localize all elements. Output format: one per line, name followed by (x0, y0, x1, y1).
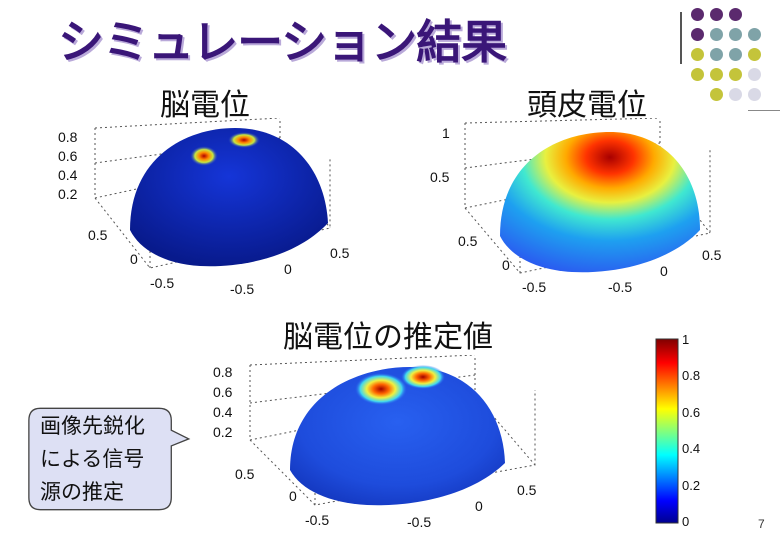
hot-spot (228, 132, 260, 148)
colorbar-tick: 0.8 (682, 368, 701, 383)
decor-dot (710, 8, 723, 21)
z-tick: 0.2 (213, 424, 233, 440)
z-tick: 0.4 (58, 167, 78, 183)
x-tick: 0 (289, 488, 297, 504)
x-tick: 0.5 (458, 233, 478, 249)
z-tick: 0.4 (213, 404, 233, 420)
y-tick: -0.5 (407, 514, 431, 530)
colorbar-tick: 0.4 (682, 441, 701, 456)
colorbar (655, 338, 679, 524)
callout-text: 画像先鋭化 による信号 源の推定 (40, 410, 145, 509)
title-divider (680, 12, 682, 64)
hemisphere-surface (290, 367, 505, 506)
y-tick: 0 (284, 261, 292, 277)
estimated-brain-potential-plot: 0.8 0.6 0.4 0.2 0.5 0 -0.5 0.5 0 -0.5 (213, 355, 537, 530)
hot-spot (355, 373, 407, 405)
brain-potential-label: 脳電位 (160, 88, 250, 123)
estimated-brain-potential-label: 脳電位の推定値 (283, 320, 493, 355)
z-tick: 0.8 (58, 129, 78, 145)
hot-spot (401, 365, 445, 389)
hot-spot (190, 146, 218, 166)
scalp-potential-plot: 1 0.5 0.5 0 -0.5 0.5 0 -0.5 (430, 118, 722, 295)
y-tick: -0.5 (230, 281, 254, 297)
callout-line: 画像先鋭化 (40, 414, 145, 438)
z-tick: 0.6 (58, 148, 78, 164)
colorbar-tick: 0.2 (682, 478, 701, 493)
scalp-potential-label: 頭皮電位 (527, 88, 647, 123)
decor-dot (729, 28, 742, 41)
x-tick: -0.5 (150, 275, 174, 291)
y-tick: 0.5 (702, 247, 722, 263)
decor-dot (691, 8, 704, 21)
y-tick: -0.5 (608, 279, 632, 295)
hemisphere-surface (500, 132, 700, 273)
colorbar-tick: 0 (682, 514, 690, 529)
x-tick: -0.5 (305, 512, 329, 528)
y-tick: 0 (475, 498, 483, 514)
decor-dot (691, 68, 704, 81)
y-tick: 0.5 (330, 245, 350, 261)
z-tick: 0.2 (58, 186, 78, 202)
colorbar-tick: 0.6 (682, 405, 701, 420)
z-tick: 0.5 (430, 169, 450, 185)
x-tick: 0.5 (235, 466, 255, 482)
decor-dot (710, 48, 723, 61)
hemisphere-surface (130, 128, 328, 267)
x-tick: 0.5 (88, 227, 108, 243)
y-tick: 0 (660, 263, 668, 279)
z-tick: 1 (442, 125, 450, 141)
y-tick: 0.5 (517, 482, 537, 498)
decor-dot (710, 28, 723, 41)
decor-dot (748, 68, 761, 81)
decor-dot (710, 68, 723, 81)
z-tick: 0.6 (213, 384, 233, 400)
x-tick: 0 (130, 251, 138, 267)
callout-bubble (28, 407, 191, 511)
z-tick: 0.8 (213, 364, 233, 380)
slide-title: シミュレーション結果 (58, 15, 507, 69)
decor-dot (729, 88, 742, 101)
decor-dot (748, 48, 761, 61)
brain-potential-plot: 0.8 0.6 0.4 0.2 0.5 0 -0.5 0.5 0 -0.5 (58, 118, 350, 297)
decor-dot (729, 8, 742, 21)
decor-dot (748, 28, 761, 41)
decor-line (748, 110, 780, 111)
decor-dot (729, 48, 742, 61)
decor-dot (748, 88, 761, 101)
decor-dot (710, 88, 723, 101)
page-number: 7 (758, 517, 765, 531)
colorbar-gradient (655, 338, 679, 524)
decor-dot (691, 48, 704, 61)
decor-dot (691, 28, 704, 41)
callout-line: による信号 (40, 447, 145, 471)
decor-dot (729, 68, 742, 81)
colorbar-tick: 1 (682, 332, 690, 347)
callout-line: 源の推定 (40, 480, 124, 504)
x-tick: 0 (502, 257, 510, 273)
x-tick: -0.5 (522, 279, 546, 295)
